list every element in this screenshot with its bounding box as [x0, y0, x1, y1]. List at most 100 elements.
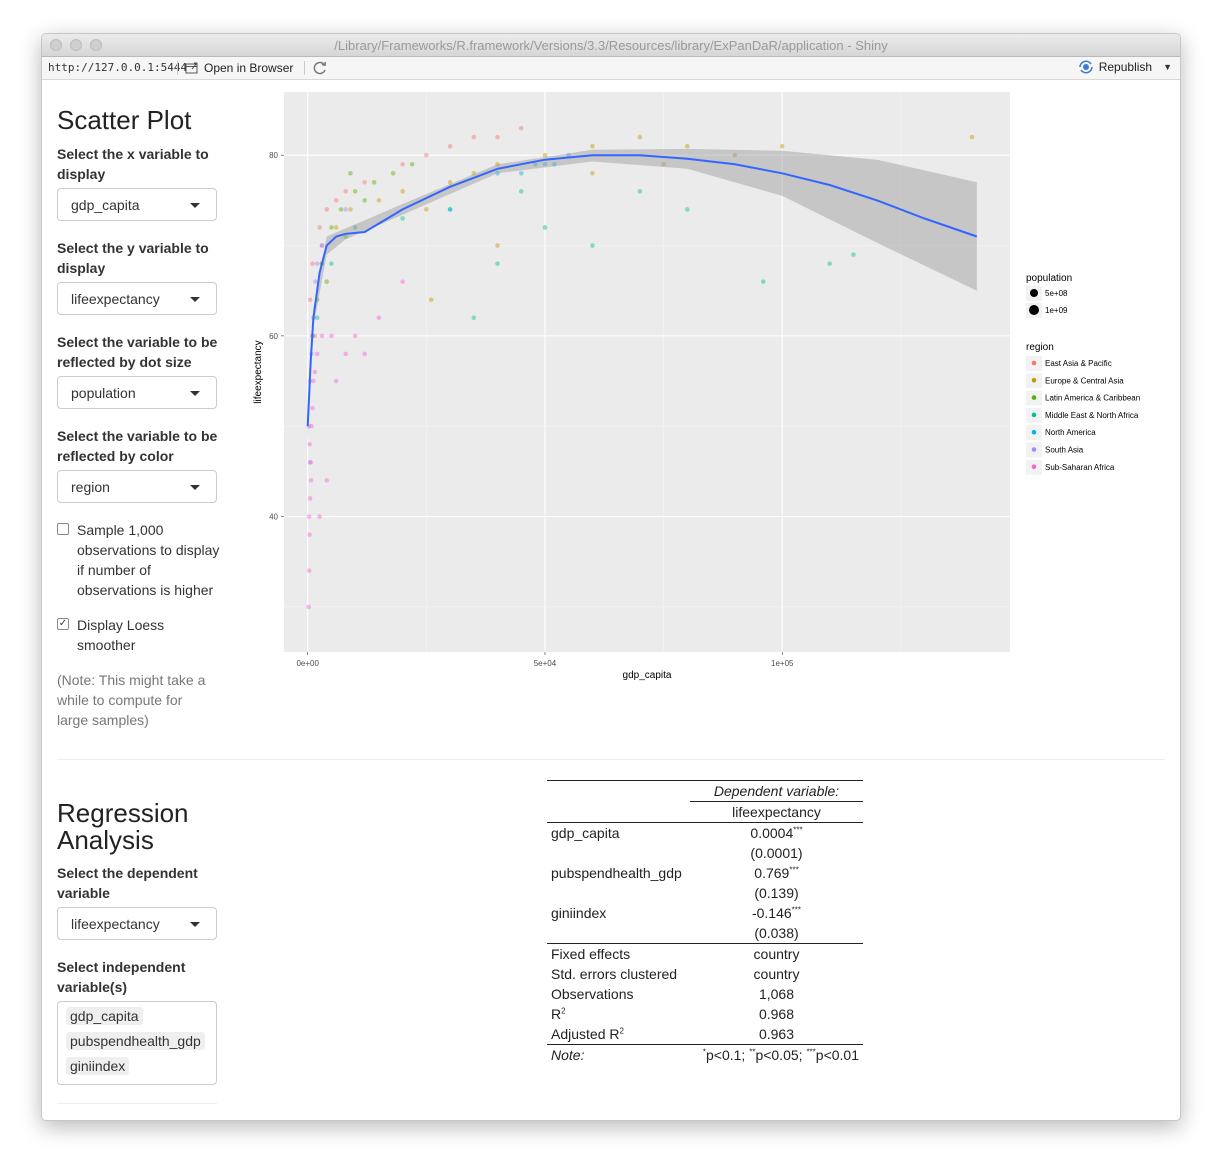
caret-down-icon — [190, 297, 200, 302]
data-point — [851, 252, 856, 257]
y-variable-select[interactable]: lifeexpectancy — [57, 282, 217, 315]
dot-size-variable-label: Select the variable to be reflected by d… — [57, 334, 218, 370]
chevron-down-icon[interactable]: ▼ — [1163, 62, 1172, 72]
caret-down-icon — [190, 485, 200, 490]
data-point — [310, 405, 315, 411]
data-point — [495, 170, 500, 176]
data-point — [329, 261, 334, 266]
loess-checkbox[interactable]: ✓ — [57, 618, 69, 630]
x-variable-label: Select the x variable to display — [57, 146, 209, 182]
stat-row: Adjusted R2 0.963 — [547, 1024, 863, 1045]
color-legend-dot — [1031, 412, 1037, 418]
data-point — [333, 198, 339, 203]
url-display: http://127.0.0.1:5444 — [48, 61, 188, 74]
dot-size-variable-select[interactable]: population — [57, 376, 217, 409]
data-point — [685, 207, 690, 212]
data-point — [471, 134, 477, 140]
stat-label: Fixed effects — [551, 946, 631, 962]
y-variable-label: Select the y variable to display — [57, 240, 209, 276]
data-point — [338, 207, 344, 212]
independent-variables-select[interactable]: gdp_capita pubspendhealth_gdp giniindex — [57, 1001, 217, 1085]
coef-row: giniindex -0.146*** — [547, 903, 863, 923]
x-variable-select[interactable]: gdp_capita — [57, 188, 217, 221]
data-point — [495, 134, 500, 140]
data-point — [324, 279, 330, 284]
dependent-variable-value: lifeexpectancy — [71, 916, 160, 932]
data-point — [495, 243, 500, 248]
data-point — [376, 315, 382, 321]
app-window: /Library/Frameworks/R.framework/Versions… — [41, 33, 1181, 1121]
y-axis-title: lifeexpectancy — [253, 340, 264, 403]
close-window-button[interactable] — [50, 39, 62, 51]
significance-stars: *** — [791, 905, 802, 915]
coef-name: giniindex — [551, 905, 607, 921]
selected-variable-chip[interactable]: gdp_capita — [66, 1007, 143, 1025]
data-point — [732, 152, 738, 158]
color-legend-label: East Asia & Pacific — [1045, 359, 1112, 368]
data-point — [969, 134, 975, 140]
data-point — [518, 189, 524, 194]
independent-variables-label: Select independent variable(s) — [57, 959, 186, 995]
data-point — [400, 279, 405, 284]
coef-se: (0.139) — [754, 885, 799, 901]
coef-se: (0.038) — [754, 925, 799, 941]
loess-checkbox-label: Display Loess smoother — [77, 617, 165, 653]
dot-size-variable-value: population — [71, 385, 136, 401]
selected-variable-chip[interactable]: giniindex — [66, 1057, 130, 1075]
data-point — [637, 134, 643, 140]
selected-variable-chip[interactable]: pubspendhealth_gdp — [66, 1032, 205, 1050]
data-point — [307, 460, 313, 465]
data-point — [307, 441, 312, 447]
data-point — [760, 279, 766, 284]
color-legend-label: Europe & Central Asia — [1045, 376, 1124, 385]
stat-row: Fixed effects country — [547, 944, 863, 965]
color-legend-label: Middle East & North Africa — [1045, 411, 1139, 420]
coef-estimate: -0.146 — [751, 905, 792, 921]
open-in-browser-label: Open in Browser — [204, 61, 294, 75]
refresh-button[interactable] — [312, 60, 328, 79]
data-point — [471, 170, 477, 176]
caret-down-icon — [190, 391, 200, 396]
dependent-variable-select[interactable]: lifeexpectancy — [57, 907, 217, 940]
zoom-window-button[interactable] — [90, 39, 102, 51]
x-tick-label: 5e+04 — [534, 659, 557, 668]
significance-stars: *** — [789, 865, 799, 875]
sample-checkbox[interactable] — [57, 523, 69, 535]
data-point — [310, 261, 315, 266]
data-point — [324, 207, 330, 212]
data-point — [376, 198, 382, 203]
size-legend-dot — [1030, 289, 1038, 297]
data-point — [590, 143, 595, 149]
data-point — [637, 189, 643, 194]
stat-value: country — [753, 946, 800, 962]
minimize-window-button[interactable] — [70, 39, 82, 51]
scatter-plot-svg: 0e+00 5e+04 1e+05 40 60 80 gdp_capita lifeexpec… — [253, 92, 1140, 681]
significance-stars: *** — [793, 825, 803, 835]
regression-table: Dependent variable: lifeexpectancy gdp_c… — [547, 780, 863, 1065]
data-point — [306, 568, 312, 574]
open-in-browser-button[interactable]: Open in Browser — [185, 61, 293, 75]
color-legend-dot — [1031, 378, 1037, 383]
data-point — [542, 161, 548, 167]
data-point — [661, 161, 666, 167]
data-point — [352, 225, 358, 230]
color-variable-select[interactable]: region — [57, 470, 217, 503]
note-text: p<0.1; — [706, 1047, 750, 1063]
data-point — [307, 496, 313, 501]
stat-row: Observations 1,068 — [547, 984, 863, 1004]
window-title: /Library/Frameworks/R.framework/Versions… — [334, 38, 888, 53]
data-point — [314, 351, 320, 357]
y-variable-value: lifeexpectancy — [71, 291, 160, 307]
coef-row: pubspendhealth_gdp 0.769*** — [547, 863, 863, 883]
data-point — [424, 152, 429, 158]
viewer-toolbar: http://127.0.0.1:5444 Open in Browser R — [42, 57, 1180, 80]
data-point — [343, 207, 348, 212]
data-point — [329, 225, 334, 230]
republish-label: Republish — [1098, 60, 1153, 74]
data-point — [552, 161, 557, 167]
caret-down-icon — [190, 922, 200, 927]
data-point — [424, 207, 429, 212]
data-point — [306, 514, 312, 519]
republish-button[interactable]: Republish ▼ — [1078, 60, 1172, 74]
plot-panel — [284, 92, 1010, 652]
